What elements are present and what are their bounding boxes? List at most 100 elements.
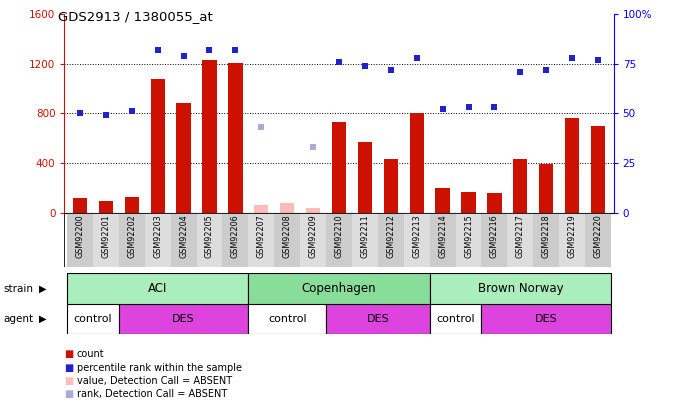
Point: [567, 55, 578, 61]
Bar: [539, 164, 553, 213]
Point: [153, 47, 163, 53]
Bar: [481, 213, 507, 267]
Text: GSM92202: GSM92202: [127, 214, 136, 258]
Point: [204, 47, 215, 53]
Text: GSM92205: GSM92205: [205, 214, 214, 258]
Text: GSM92209: GSM92209: [308, 214, 317, 258]
Bar: [67, 304, 119, 334]
Text: ▶: ▶: [39, 284, 47, 294]
Text: agent: agent: [3, 314, 33, 324]
Bar: [125, 196, 139, 213]
Bar: [430, 273, 611, 304]
Bar: [228, 62, 243, 213]
Bar: [430, 304, 481, 334]
Text: GSM92211: GSM92211: [361, 214, 370, 258]
Bar: [559, 213, 585, 267]
Text: GDS2913 / 1380055_at: GDS2913 / 1380055_at: [58, 10, 212, 23]
Text: GSM92210: GSM92210: [334, 214, 344, 258]
Point: [178, 53, 189, 59]
Bar: [507, 213, 534, 267]
Text: GSM92203: GSM92203: [153, 214, 162, 258]
Text: DES: DES: [535, 314, 557, 324]
Bar: [248, 273, 430, 304]
Point: [515, 68, 525, 75]
Bar: [93, 213, 119, 267]
Point: [489, 104, 500, 111]
Bar: [300, 213, 326, 267]
Bar: [248, 304, 326, 334]
Point: [100, 112, 111, 119]
Text: DES: DES: [367, 314, 389, 324]
Bar: [332, 122, 346, 213]
Bar: [410, 113, 424, 213]
Text: GSM92208: GSM92208: [283, 214, 292, 258]
Text: GSM92201: GSM92201: [101, 214, 111, 258]
Text: ACI: ACI: [148, 282, 167, 295]
Text: ▶: ▶: [39, 314, 47, 324]
Text: ■: ■: [64, 350, 74, 359]
Bar: [384, 159, 398, 213]
Bar: [67, 273, 248, 304]
Bar: [176, 104, 191, 213]
Bar: [99, 201, 113, 213]
Bar: [326, 304, 430, 334]
Bar: [462, 192, 476, 213]
Bar: [481, 304, 611, 334]
Point: [412, 55, 422, 61]
Text: ■: ■: [64, 376, 74, 386]
Text: rank, Detection Call = ABSENT: rank, Detection Call = ABSENT: [77, 390, 227, 399]
Bar: [430, 213, 456, 267]
Text: ■: ■: [64, 363, 74, 373]
Text: GSM92220: GSM92220: [593, 214, 603, 258]
Bar: [404, 213, 430, 267]
Text: control: control: [268, 314, 306, 324]
Bar: [248, 213, 274, 267]
Bar: [534, 213, 559, 267]
Bar: [119, 213, 144, 267]
Bar: [254, 205, 268, 213]
Text: DES: DES: [172, 314, 195, 324]
Bar: [358, 142, 372, 213]
Point: [359, 62, 370, 69]
Point: [593, 57, 603, 63]
Point: [463, 104, 474, 111]
Text: GSM92212: GSM92212: [386, 214, 395, 258]
Point: [230, 47, 241, 53]
Text: GSM92214: GSM92214: [438, 214, 447, 258]
Text: percentile rank within the sample: percentile rank within the sample: [77, 363, 241, 373]
Text: Brown Norway: Brown Norway: [477, 282, 563, 295]
Bar: [67, 213, 93, 267]
Text: GSM92219: GSM92219: [567, 214, 577, 258]
Bar: [280, 203, 294, 213]
Bar: [435, 188, 450, 213]
Text: GSM92213: GSM92213: [412, 214, 421, 258]
Bar: [306, 208, 320, 213]
Point: [126, 108, 137, 115]
Text: GSM92216: GSM92216: [490, 214, 499, 258]
Bar: [565, 118, 579, 213]
Bar: [73, 198, 87, 213]
Text: count: count: [77, 350, 104, 359]
Bar: [222, 213, 248, 267]
Text: control: control: [436, 314, 475, 324]
Point: [541, 66, 552, 73]
Bar: [326, 213, 352, 267]
Bar: [171, 213, 197, 267]
Text: ■: ■: [64, 390, 74, 399]
Bar: [585, 213, 611, 267]
Bar: [151, 79, 165, 213]
Text: control: control: [74, 314, 113, 324]
Text: GSM92204: GSM92204: [179, 214, 188, 258]
Text: Copenhagen: Copenhagen: [302, 282, 376, 295]
Bar: [202, 60, 216, 213]
Bar: [197, 213, 222, 267]
Text: strain: strain: [3, 284, 33, 294]
Bar: [144, 213, 171, 267]
Point: [308, 144, 319, 150]
Bar: [487, 193, 502, 213]
Point: [385, 66, 396, 73]
Bar: [456, 213, 481, 267]
Text: GSM92215: GSM92215: [464, 214, 473, 258]
Text: GSM92217: GSM92217: [516, 214, 525, 258]
Bar: [591, 126, 605, 213]
